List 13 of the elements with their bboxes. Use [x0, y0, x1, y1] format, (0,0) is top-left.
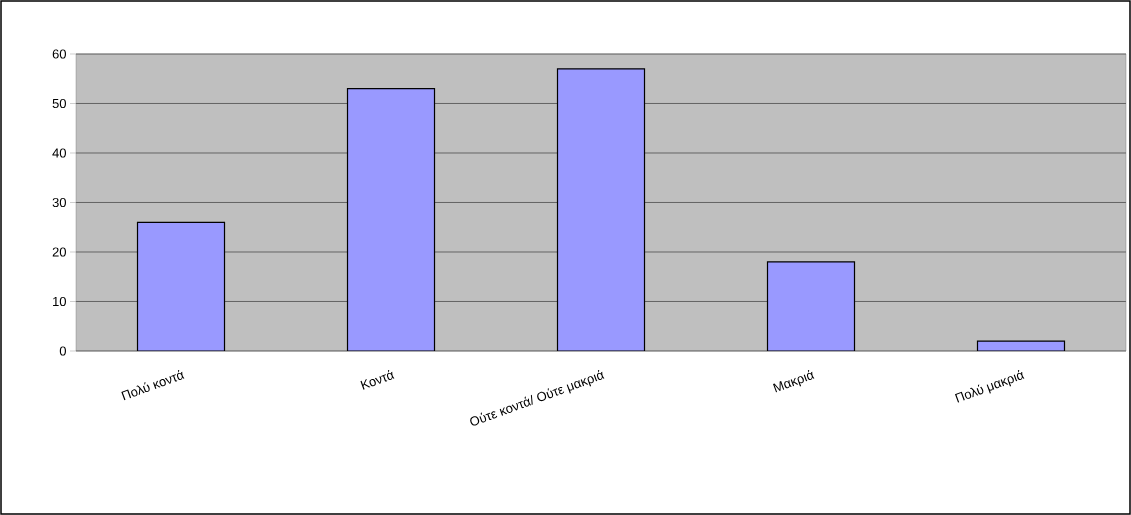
x-tick-label: Κοντά [360, 369, 395, 390]
y-tick-label: 10 [53, 296, 66, 307]
y-tick-label: 20 [52, 247, 66, 257]
y-tick-label: 40 [52, 148, 66, 158]
bar [556, 68, 646, 351]
y-tick-label: 60 [52, 49, 66, 59]
bar [766, 261, 856, 351]
bar [346, 88, 436, 351]
y-tick-label: 30 [52, 197, 66, 208]
x-tick-label: Πολύ κοντά [121, 369, 185, 401]
y-tick-label: 50 [52, 98, 66, 109]
y-tick-label: 0 [59, 346, 66, 356]
bar [136, 221, 226, 351]
